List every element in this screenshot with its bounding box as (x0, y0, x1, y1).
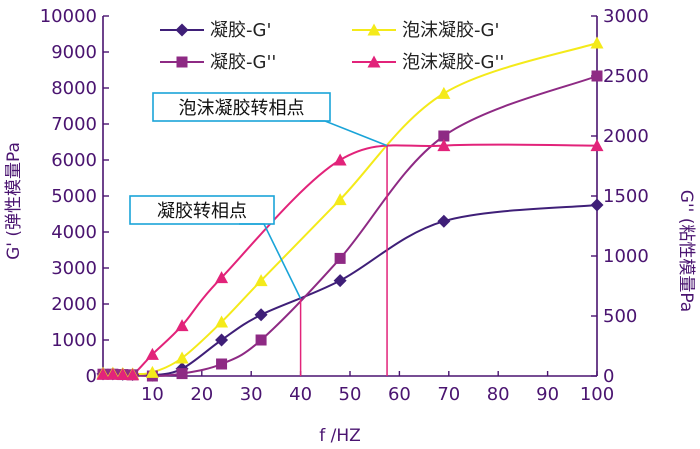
left-tick-label: 0 (86, 366, 97, 387)
callout-pointer (300, 120, 388, 147)
x-tick-label: 40 (289, 384, 312, 405)
x-tick-label: 30 (240, 384, 263, 405)
callout-pointer (239, 223, 302, 299)
annotation-label: 泡沫凝胶转相点 (179, 98, 305, 119)
series-point (126, 368, 140, 381)
series-point (145, 365, 159, 378)
legend-swatch-marker (367, 23, 381, 36)
left-tick-label: 9000 (51, 42, 97, 63)
series-point (590, 36, 604, 49)
series-point (438, 130, 450, 142)
x-tick-label: 60 (388, 384, 411, 405)
legend-label: 凝胶-G' (210, 20, 271, 41)
x-tick-label: 90 (536, 384, 559, 405)
series-point (215, 271, 229, 284)
series-point (175, 351, 189, 364)
series-point (254, 274, 268, 287)
tick-labels: 0100020003000400050006000700080009000100… (40, 6, 649, 405)
series-point (333, 274, 347, 288)
legend-swatch-marker (176, 56, 188, 68)
series-point (591, 70, 603, 82)
series-point (116, 368, 130, 381)
annotation-label: 凝胶转相点 (157, 201, 247, 222)
series-point (106, 367, 120, 380)
series-point (437, 86, 451, 99)
right-tick-label: 3000 (603, 6, 649, 27)
left-tick-label: 2000 (51, 294, 97, 315)
series-point (145, 347, 159, 360)
legend-swatch-marker (175, 23, 189, 37)
legend-label: 泡沫凝胶-G' (402, 20, 499, 41)
right-tick-label: 0 (603, 366, 614, 387)
series-point (255, 334, 267, 346)
axis-titles: f /HZ G' (弹性模量Pa G'' (粘性模量Pa (4, 142, 696, 446)
callout-box (129, 195, 275, 225)
series-point (254, 308, 268, 322)
x-tick-label: 70 (437, 384, 460, 405)
left-tick-label: 5000 (51, 186, 97, 207)
series-point (437, 139, 451, 152)
right-tick-label: 500 (603, 306, 637, 327)
x-tick-label: 100 (580, 384, 614, 405)
legend-swatch-marker (367, 55, 381, 68)
series-point (215, 315, 229, 328)
series-line (103, 204, 598, 377)
legend: 凝胶-G' 凝胶-G'' 泡沫凝胶-G' 泡沫凝胶-G'' (160, 20, 504, 73)
series-markers (96, 36, 604, 382)
series-point (176, 368, 188, 380)
series-point (333, 153, 347, 166)
series-point (333, 193, 347, 206)
legend-label: 凝胶-G'' (210, 52, 276, 73)
right-tick-label: 1000 (603, 246, 649, 267)
x-tick-label: 80 (487, 384, 510, 405)
left-tick-label: 4000 (51, 222, 97, 243)
left-tick-label: 7000 (51, 114, 97, 135)
left-tick-label: 10000 (40, 6, 97, 27)
series-line (102, 143, 598, 378)
series-point (590, 198, 604, 212)
x-tick-label: 20 (190, 384, 213, 405)
callout-box (152, 92, 331, 122)
left-tick-label: 1000 (51, 330, 97, 351)
right-tick-label: 2500 (603, 66, 649, 87)
x-tick-label: 50 (339, 384, 362, 405)
series-point (175, 319, 189, 332)
x-axis-title: f /HZ (319, 426, 361, 446)
right-tick-label: 2000 (603, 126, 649, 147)
x-tick-label: 10 (141, 384, 164, 405)
series-point (96, 367, 110, 380)
y-right-axis-title: G'' (粘性模量Pa (676, 190, 696, 312)
y-left-axis-title: G' (弹性模量Pa (4, 142, 24, 260)
series-point (334, 252, 346, 264)
series-point (216, 358, 228, 370)
right-tick-label: 1500 (603, 186, 649, 207)
series-point (590, 139, 604, 152)
series-point (437, 214, 451, 228)
left-tick-label: 6000 (51, 150, 97, 171)
legend-label: 泡沫凝胶-G'' (402, 52, 504, 73)
series-point (215, 333, 229, 347)
left-tick-label: 8000 (51, 78, 97, 99)
left-tick-label: 3000 (51, 258, 97, 279)
